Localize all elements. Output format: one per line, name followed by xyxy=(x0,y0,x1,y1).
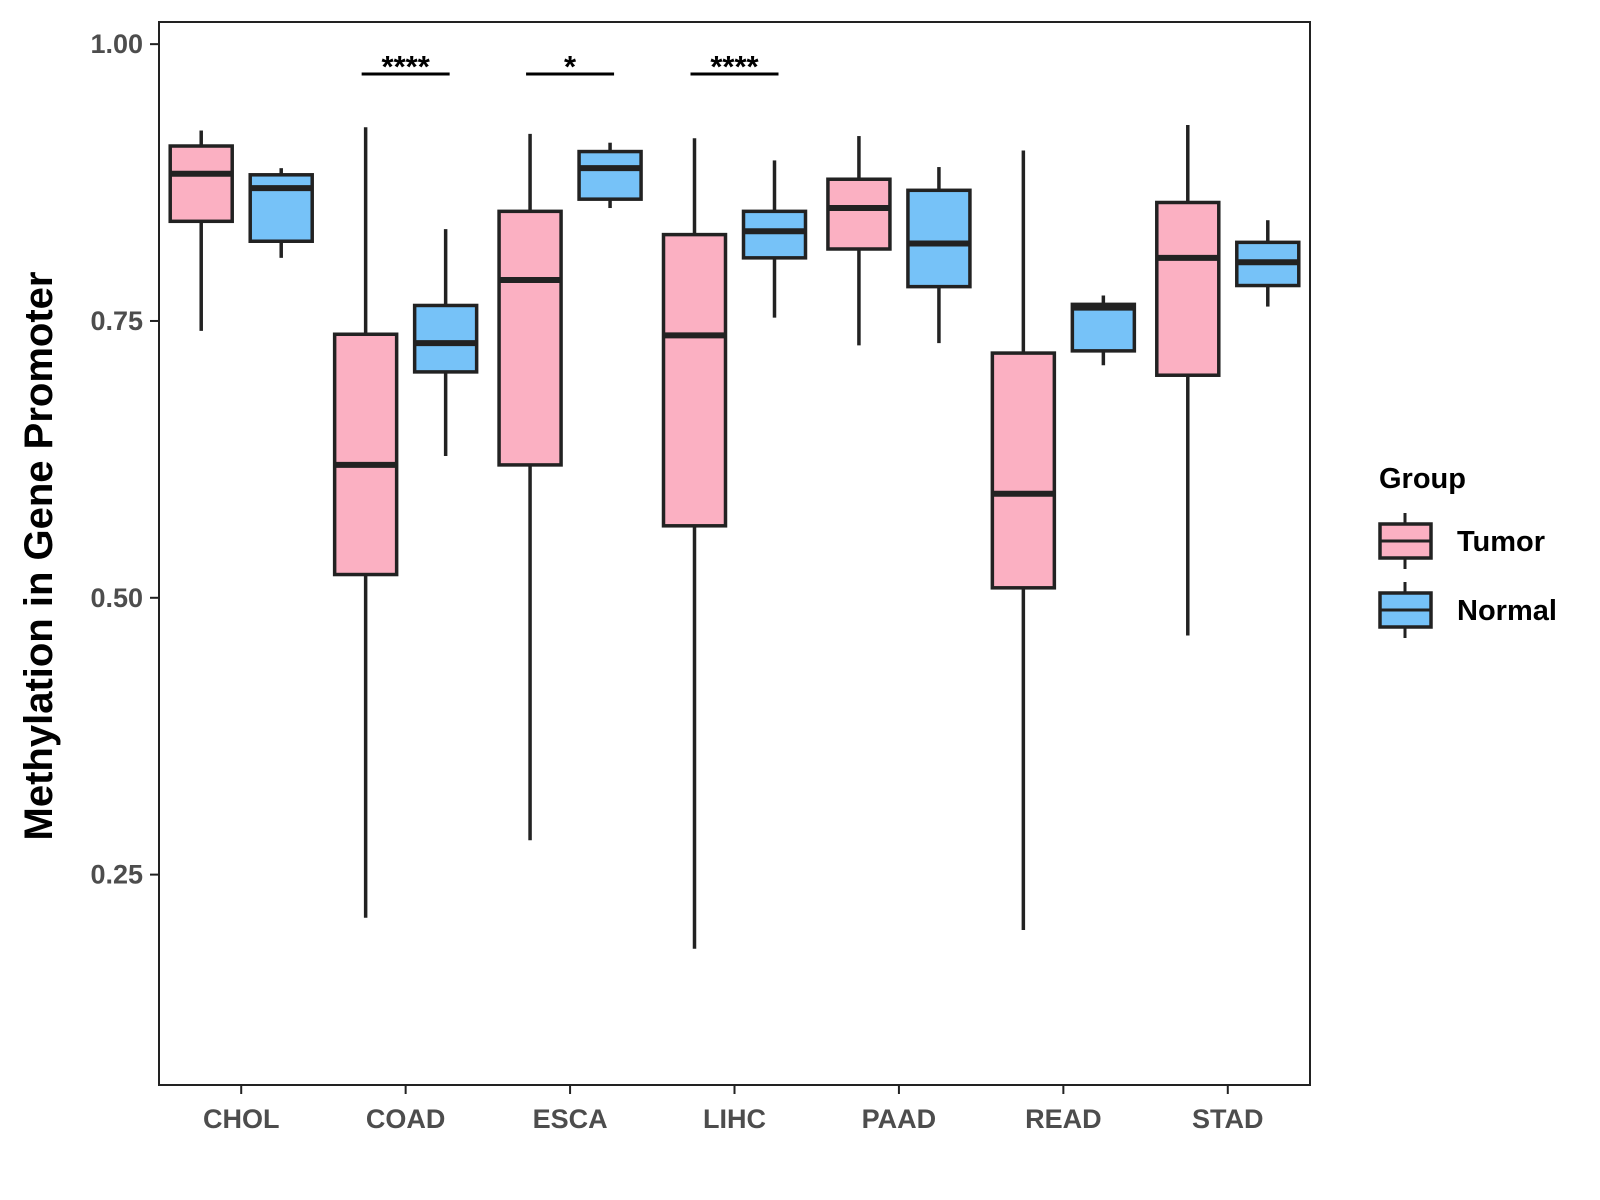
y-axis-title: Methylation in Gene Promoter xyxy=(17,272,61,841)
box-tumor-read xyxy=(990,150,1057,930)
significance-label-esca: * xyxy=(564,49,577,84)
significance-label-lihc: **** xyxy=(710,49,759,84)
box-iqr xyxy=(248,173,314,243)
x-tick-label-paad: PAAD xyxy=(862,1104,937,1134)
box-normal-coad xyxy=(412,229,479,457)
box-tumor-stad xyxy=(1155,124,1221,636)
x-tick-label-esca: ESCA xyxy=(533,1104,608,1134)
box-normal-stad xyxy=(1235,220,1301,307)
legend-entry-normal: Normal xyxy=(1378,582,1557,638)
box-iqr xyxy=(497,209,563,467)
legend-label-normal: Normal xyxy=(1457,595,1557,627)
box-iqr xyxy=(1155,200,1221,377)
box-iqr xyxy=(1070,302,1137,353)
box-normal-paad xyxy=(906,167,972,344)
y-tick-label: 0.50 xyxy=(90,583,143,613)
box-normal-chol xyxy=(248,168,314,258)
box-iqr xyxy=(990,351,1057,590)
boxes xyxy=(168,124,1301,949)
significance-annotations: **** * **** xyxy=(361,49,779,84)
box-iqr xyxy=(168,144,234,224)
legend-title: Group xyxy=(1379,463,1466,495)
box-normal-read xyxy=(1070,295,1137,366)
y-tick-label: 1.00 xyxy=(90,29,143,59)
legend-label-tumor: Tumor xyxy=(1457,526,1545,558)
plot-panel-border xyxy=(158,21,1311,1086)
y-tick-label: 0.25 xyxy=(90,860,143,890)
box-iqr xyxy=(412,303,479,374)
axis-ticks: 0.25 0.50 0.75 1.00 CHOL COAD ESCA LIHC PAAD READ… xyxy=(90,29,1263,1134)
box-normal-lihc xyxy=(741,160,808,318)
box-iqr xyxy=(661,232,728,528)
legend: Group Tumor Normal xyxy=(1378,463,1557,638)
box-tumor-paad xyxy=(826,136,892,346)
box-iqr xyxy=(577,149,643,201)
x-tick-label-chol: CHOL xyxy=(203,1104,280,1134)
box-iqr xyxy=(332,332,399,577)
significance-label-coad: **** xyxy=(382,49,431,84)
legend-entry-tumor: Tumor xyxy=(1378,513,1545,569)
box-tumor-chol xyxy=(168,130,234,331)
x-tick-label-coad: COAD xyxy=(366,1104,446,1134)
box-iqr xyxy=(741,209,808,260)
x-tick-label-stad: STAD xyxy=(1192,1104,1264,1134)
box-tumor-coad xyxy=(332,127,399,918)
x-tick-label-read: READ xyxy=(1025,1104,1102,1134)
legend-entries: Tumor Normal xyxy=(1378,513,1557,638)
box-iqr xyxy=(906,188,972,289)
box-tumor-lihc xyxy=(661,138,728,949)
x-tick-label-lihc: LIHC xyxy=(703,1104,766,1134)
box-normal-esca xyxy=(577,142,643,209)
y-tick-label: 0.75 xyxy=(90,306,143,336)
box-tumor-esca xyxy=(497,133,563,841)
box-iqr xyxy=(826,177,892,251)
